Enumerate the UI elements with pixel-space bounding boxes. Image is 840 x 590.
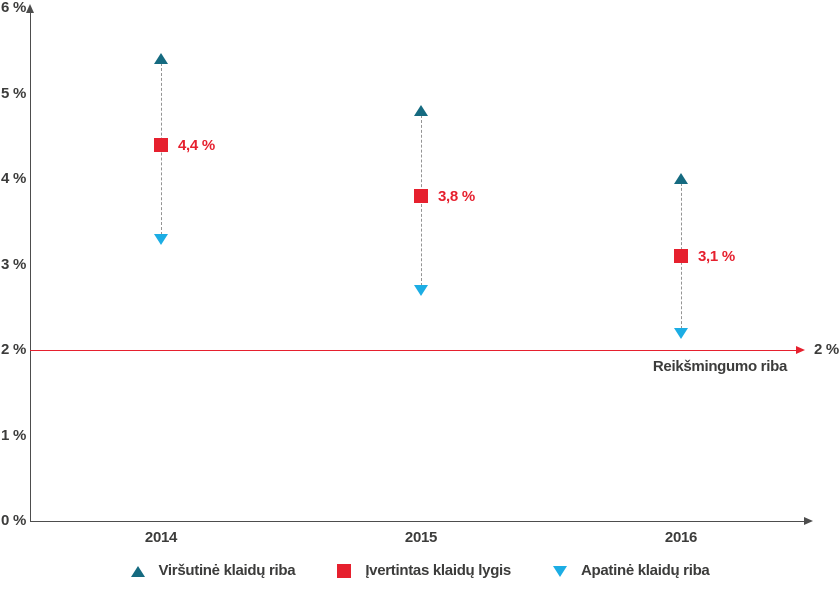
marker-triangle-up-icon bbox=[674, 173, 688, 184]
marker-square-icon bbox=[674, 249, 688, 263]
y-tick-label: 6 % bbox=[1, 0, 26, 16]
y-tick-label: 3 % bbox=[1, 256, 26, 273]
significance-line bbox=[30, 350, 796, 351]
estimated-error-value: 4,4 % bbox=[178, 137, 215, 154]
marker-square-icon bbox=[154, 138, 168, 152]
y-tick-label: 0 % bbox=[1, 512, 26, 529]
x-axis-arrow-right-icon bbox=[804, 517, 813, 525]
legend-entry: Įvertintas klaidų lygis bbox=[337, 562, 511, 580]
legend-entry: Apatinė klaidų riba bbox=[552, 562, 710, 580]
marker-triangle-down-icon bbox=[414, 285, 428, 296]
y-tick-label: 2 % bbox=[1, 341, 26, 358]
legend-triangle-down-icon bbox=[552, 565, 567, 577]
marker-triangle-down-icon bbox=[154, 234, 168, 245]
x-tick-label: 2015 bbox=[404, 529, 438, 546]
legend-square-icon bbox=[337, 564, 352, 579]
legend-entry: Viršutinė klaidų riba bbox=[130, 562, 296, 580]
y-tick-label: 1 % bbox=[1, 427, 26, 444]
estimated-error-value: 3,8 % bbox=[438, 188, 475, 205]
x-axis-line bbox=[30, 521, 804, 522]
marker-square-icon bbox=[414, 189, 428, 203]
significance-line-arrow-icon bbox=[796, 346, 805, 354]
y-tick-label: 4 % bbox=[1, 170, 26, 187]
y-axis-arrow-up-icon bbox=[26, 4, 34, 13]
legend-label: Apatinė klaidų riba bbox=[580, 562, 710, 579]
legend-triangle-up-icon bbox=[130, 565, 145, 577]
y-tick-label: 5 % bbox=[1, 85, 26, 102]
marker-triangle-up-icon bbox=[154, 53, 168, 64]
legend-label: Viršutinė klaidų riba bbox=[158, 562, 296, 579]
marker-triangle-up-icon bbox=[414, 105, 428, 116]
legend: Viršutinė klaidų riba Įvertintas klaidų l… bbox=[0, 562, 840, 580]
x-tick-label: 2014 bbox=[144, 529, 178, 546]
legend-label: Įvertintas klaidų lygis bbox=[365, 562, 511, 579]
x-tick-label: 2016 bbox=[664, 529, 698, 546]
estimated-error-value: 3,1 % bbox=[698, 248, 735, 265]
marker-triangle-down-icon bbox=[674, 328, 688, 339]
y-axis-line bbox=[30, 12, 31, 521]
significance-line-caption: Reikšmingumo riba bbox=[652, 358, 787, 375]
significance-line-value: 2 % bbox=[814, 341, 839, 358]
